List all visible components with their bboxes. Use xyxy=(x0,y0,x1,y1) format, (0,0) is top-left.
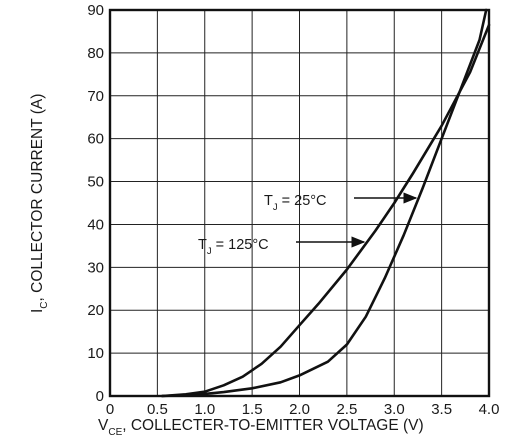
series-line-0 xyxy=(160,23,491,398)
x-tick-label: 1.5 xyxy=(242,401,263,418)
y-tick-label: 70 xyxy=(87,88,104,105)
x-tick-label: 1.0 xyxy=(194,401,215,418)
plot-border xyxy=(108,8,491,398)
y-tick-label: 60 xyxy=(87,131,104,148)
x-tick-label: 0 xyxy=(106,401,114,418)
y-tick-label: 30 xyxy=(87,259,104,276)
tick-labels: 0 0.5 1.0 1.5 2.0 2.5 3.0 3.5 4.0 0 10 20 30 40 50 60 70… xyxy=(87,2,499,418)
plot-frame xyxy=(108,8,491,398)
annotation-tj-25c: TJ = 25°C xyxy=(264,193,327,213)
y-tick-label: 40 xyxy=(87,216,104,233)
y-tick-label: 20 xyxy=(87,302,104,319)
y-tick-label: 90 xyxy=(87,2,104,19)
y-tick-label: 10 xyxy=(87,345,104,362)
x-tick-label: 4.0 xyxy=(479,401,500,418)
x-tick-label: 0.5 xyxy=(147,401,168,418)
x-tick-label: 2.5 xyxy=(336,401,357,418)
x-axis-title: VCE, COLLECTER-TO-EMITTER VOLTAGE (V) xyxy=(98,417,424,438)
annotation-arrows xyxy=(296,192,418,248)
y-axis-title: IC, COLLECTOR CURRENT (A) xyxy=(29,94,50,313)
y-tick-label: 0 xyxy=(96,388,104,405)
chart-series xyxy=(160,8,491,398)
x-tick-label: 2.0 xyxy=(289,401,310,418)
chart-grid xyxy=(109,9,490,397)
series-line-1 xyxy=(160,8,488,398)
x-tick-label: 3.0 xyxy=(384,401,405,418)
y-tick-label: 50 xyxy=(87,174,104,191)
y-tick-label: 80 xyxy=(87,45,104,62)
annotation-tj-125c: TJ = 125°C xyxy=(198,237,269,257)
x-tick-label: 3.5 xyxy=(431,401,452,418)
